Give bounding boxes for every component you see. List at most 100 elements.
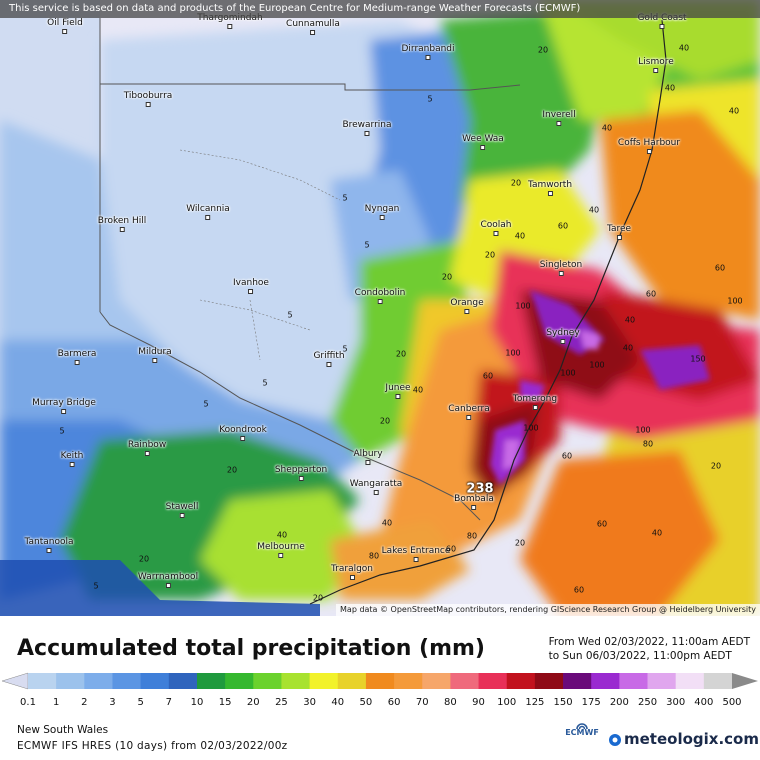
scale-tick-label: 80 bbox=[444, 697, 457, 708]
scale-swatch bbox=[394, 673, 423, 689]
scale-tick-label: 90 bbox=[472, 697, 485, 708]
scale-tick-label: 40 bbox=[331, 697, 345, 708]
contour-value: 5 bbox=[287, 310, 293, 320]
scale-tick-label: 1 bbox=[52, 697, 60, 708]
contour-value: 20 bbox=[510, 178, 522, 188]
meteologix-brand[interactable]: meteologix.com bbox=[624, 730, 759, 748]
scale-swatch bbox=[703, 673, 733, 689]
place-label: Lismore bbox=[638, 57, 674, 73]
scale-tick-label: 175 bbox=[581, 697, 601, 708]
place-label: Condobolin bbox=[355, 288, 405, 304]
contour-value: 40 bbox=[622, 343, 634, 353]
contour-value: 100 bbox=[635, 425, 651, 435]
contour-value: 80 bbox=[466, 531, 478, 541]
scale-swatch bbox=[337, 673, 367, 689]
scale-swatch bbox=[591, 673, 620, 689]
contour-value: 20 bbox=[484, 250, 496, 260]
place-label: Cunnamulla bbox=[286, 19, 340, 35]
contour-value: 40 bbox=[276, 530, 288, 540]
contour-value: 20 bbox=[514, 538, 526, 548]
scale-tick-label: 2 bbox=[81, 697, 88, 708]
date-to: to Sun 06/03/2022, 11:00pm AEDT bbox=[548, 650, 732, 662]
place-label: Dirranbandi bbox=[401, 44, 455, 60]
scale-swatch bbox=[675, 673, 705, 689]
scale-arrow-right bbox=[732, 673, 758, 689]
contour-value: 40 bbox=[588, 205, 600, 215]
place-label: Lakes Entrance bbox=[382, 546, 450, 562]
contour-value: 20 bbox=[226, 465, 238, 475]
contour-value: 40 bbox=[412, 385, 424, 395]
contour-value: 40 bbox=[624, 315, 636, 325]
scale-tick-label: 125 bbox=[525, 697, 545, 708]
place-label: Traralgon bbox=[331, 564, 373, 580]
place-label: Melbourne bbox=[257, 542, 305, 558]
place-label: Tamworth bbox=[528, 180, 572, 196]
scale-swatch bbox=[450, 673, 480, 689]
ecmwf-logo-icon bbox=[576, 723, 588, 730]
contour-value: 60 bbox=[561, 451, 573, 461]
place-label: Singleton bbox=[540, 260, 582, 276]
contour-value: 150 bbox=[690, 354, 706, 364]
contour-value: 5 bbox=[364, 240, 370, 250]
contour-value: 80 bbox=[368, 551, 380, 561]
scale-tick-label: 10 bbox=[190, 697, 204, 708]
precipitation-field bbox=[0, 0, 760, 616]
scale-swatch bbox=[647, 673, 677, 689]
place-label: Mildura bbox=[138, 347, 172, 363]
contour-value: 60 bbox=[596, 519, 608, 529]
scale-tick-label: 400 bbox=[694, 697, 714, 708]
scale-tick-label: 300 bbox=[666, 697, 686, 708]
place-label: Tantanoola bbox=[24, 537, 74, 553]
scale-swatch bbox=[619, 673, 649, 689]
contour-value: 5 bbox=[342, 193, 348, 203]
contour-value: 20 bbox=[710, 461, 722, 471]
place-label: Tibooburra bbox=[124, 91, 172, 107]
contour-value: 100 bbox=[505, 348, 521, 358]
scale-tick-label: 200 bbox=[609, 697, 629, 708]
contour-value: 40 bbox=[651, 528, 663, 538]
place-label: Stawell bbox=[166, 502, 198, 518]
place-label: Rainbow bbox=[128, 440, 166, 456]
place-label: Canberra bbox=[448, 404, 490, 420]
scale-tick-label: 250 bbox=[637, 697, 658, 708]
contour-value: 20 bbox=[441, 272, 453, 282]
scale-swatch bbox=[422, 673, 451, 689]
place-label: Oil Field bbox=[47, 18, 83, 34]
contour-value: 40 bbox=[664, 83, 676, 93]
scale-swatch bbox=[28, 673, 57, 689]
place-label: Bombala bbox=[454, 494, 494, 510]
contour-value: 40 bbox=[601, 123, 613, 133]
place-label: Albury bbox=[353, 449, 383, 465]
place-label: Barmera bbox=[58, 349, 96, 365]
scale-swatch bbox=[196, 673, 226, 689]
contour-value: 40 bbox=[381, 518, 393, 528]
place-label: Ivanhoe bbox=[233, 278, 269, 294]
place-label: Taree bbox=[607, 224, 631, 240]
scale-swatch bbox=[506, 673, 536, 689]
place-label: Wangaratta bbox=[350, 479, 402, 495]
scale-tick-label: 0.1 bbox=[20, 697, 36, 708]
place-label: Gold Coast bbox=[637, 13, 687, 29]
scale-swatch bbox=[253, 673, 282, 689]
place-label: Griffith bbox=[313, 351, 345, 367]
scale-tick-label: 50 bbox=[359, 697, 373, 708]
contour-value: 60 bbox=[445, 544, 457, 554]
place-label: Orange bbox=[450, 298, 484, 314]
place-label: Wilcannia bbox=[186, 204, 230, 220]
scale-swatch bbox=[168, 673, 198, 689]
model-info: ECMWF IFS HRES (10 days) from 02/03/2022… bbox=[17, 740, 288, 752]
place-label: Inverell bbox=[542, 110, 576, 126]
contour-value: 40 bbox=[728, 106, 740, 116]
contour-value: 40 bbox=[678, 43, 690, 53]
scale-tick-label: 30 bbox=[303, 697, 316, 708]
contour-value: 100 bbox=[727, 296, 743, 306]
scale-tick-label: 500 bbox=[722, 697, 742, 708]
place-label: Warrnambool bbox=[138, 572, 198, 588]
scale-swatch bbox=[563, 673, 592, 689]
scale-swatch bbox=[84, 673, 113, 689]
place-label: Murray Bridge bbox=[32, 398, 96, 414]
map-attribution[interactable]: Map data © OpenStreetMap contributors, r… bbox=[336, 604, 760, 616]
precipitation-map[interactable]: Oil Field Thargomindah Cunnamulla Gold Coas… bbox=[0, 0, 760, 616]
contour-value: 20 bbox=[537, 45, 549, 55]
chart-title: Accumulated total precipitation (mm) bbox=[17, 636, 485, 661]
